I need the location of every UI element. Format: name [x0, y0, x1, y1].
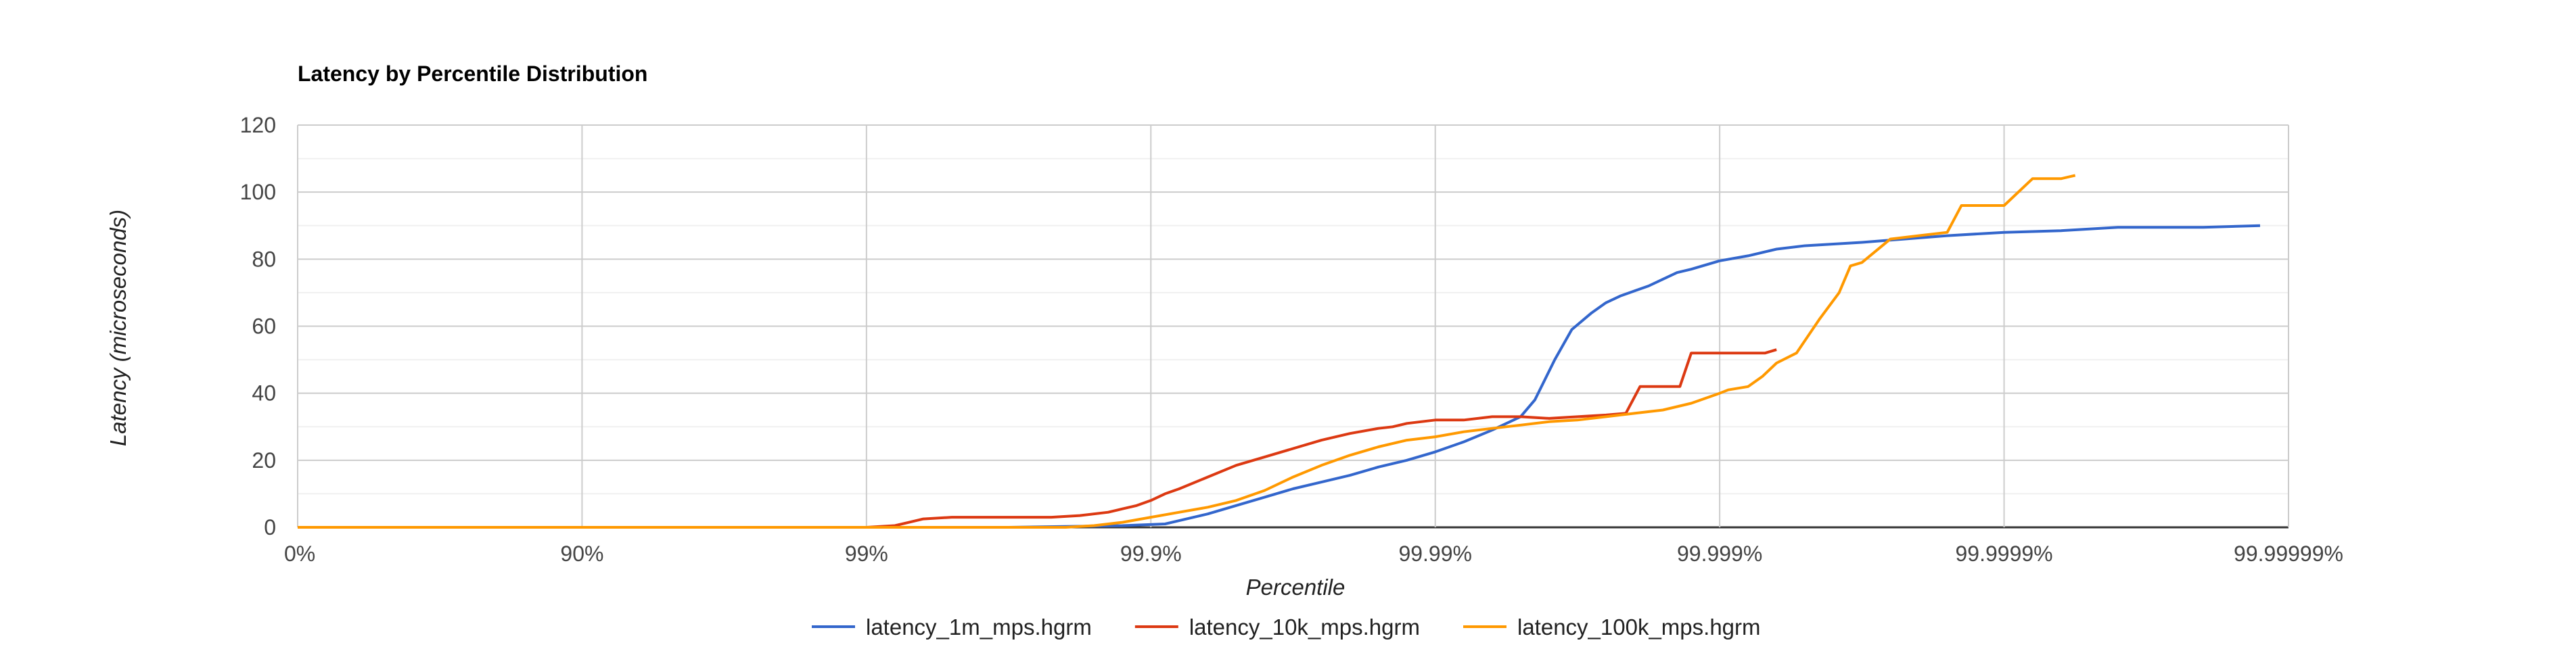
y-tick-label: 100 — [240, 180, 276, 204]
y-axis-title: Latency (microseconds) — [106, 210, 131, 446]
y-tick-label: 40 — [252, 381, 276, 406]
series-lines — [298, 174, 2261, 529]
x-tick-label: 90% — [560, 542, 603, 566]
legend-label: latency_10k_mps.hgrm — [1189, 615, 1420, 640]
legend-label: latency_100k_mps.hgrm — [1517, 615, 1761, 640]
series-line-1 — [298, 224, 2261, 529]
x-tick-label: 99.9999% — [1956, 542, 2053, 566]
series-line-3 — [298, 174, 2076, 529]
y-tick-label: 120 — [240, 113, 276, 137]
grid — [297, 124, 2289, 529]
x-axis-ticks: 0% 90% 99% 99.9% 99.99% 99.999% 99.9999% 99.999… — [284, 542, 2343, 566]
y-tick-label: 80 — [252, 247, 276, 271]
y-tick-label: 0 — [264, 515, 276, 539]
x-tick-label: 99% — [845, 542, 888, 566]
x-tick-label: 0% — [284, 542, 315, 566]
chart-title: Latency by Percentile Distribution — [298, 62, 647, 86]
series-line-2 — [298, 348, 1777, 529]
legend-label: latency_1m_mps.hgrm — [866, 615, 1092, 640]
x-tick-label: 99.99% — [1398, 542, 1472, 566]
y-tick-label: 20 — [252, 448, 276, 473]
x-tick-label: 99.9% — [1120, 542, 1182, 566]
x-axis-title: Percentile — [1246, 575, 1346, 600]
y-axis-ticks: 0 20 40 60 80 100 120 — [240, 113, 276, 539]
x-tick-label: 99.999% — [1677, 542, 1762, 566]
legend: latency_1m_mps.hgrm latency_10k_mps.hgrm l… — [812, 615, 1761, 640]
y-tick-label: 60 — [252, 314, 276, 339]
x-tick-label: 99.99999% — [2234, 542, 2343, 566]
